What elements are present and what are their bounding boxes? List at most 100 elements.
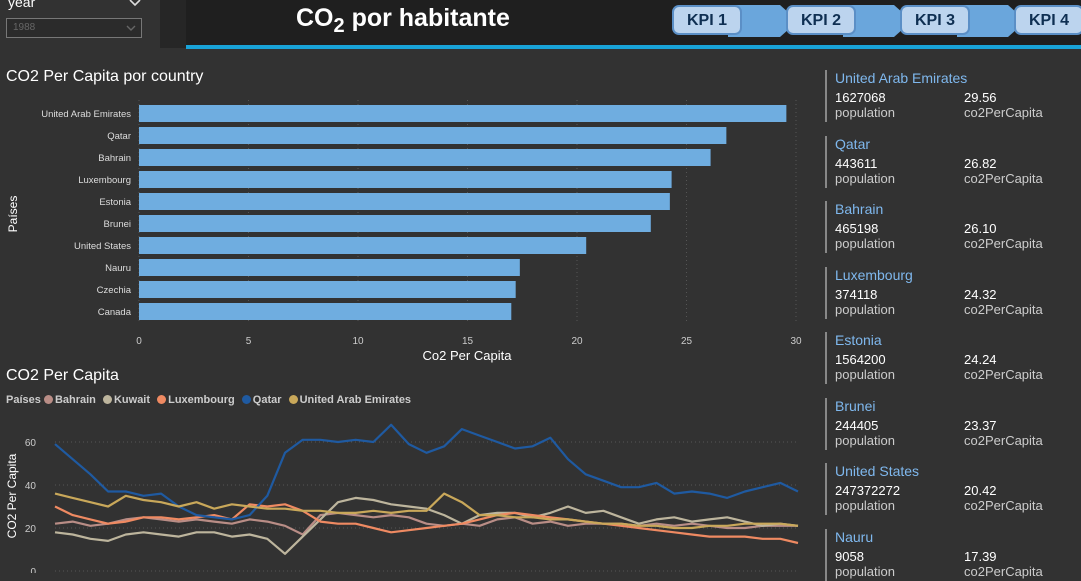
year-dropdown[interactable]: 1988	[6, 18, 142, 38]
bar	[139, 193, 670, 210]
card-co2-value: 24.24	[964, 352, 997, 367]
y-tick-label: 20	[25, 524, 37, 535]
header-divider	[160, 0, 186, 48]
legend-dot-icon	[241, 395, 251, 404]
card-co2-value: 17.39	[964, 548, 997, 564]
card-population-label: population	[835, 432, 895, 448]
y-tick-label: Luxembourg	[78, 175, 131, 186]
legend-item[interactable]: Qatar	[241, 394, 282, 406]
y-tick-label: 0	[30, 567, 36, 573]
line-chart-title: CO2 Per Capita	[6, 367, 119, 384]
x-tick-label: 10	[352, 336, 364, 347]
x-tick-label: 30	[790, 336, 802, 347]
bar	[139, 127, 727, 144]
card-population-label: population	[835, 367, 895, 382]
legend-dot-icon	[288, 395, 298, 404]
y-tick-label: Brunei	[104, 219, 131, 230]
y-tick-label: 60	[25, 438, 37, 449]
country-card[interactable]: United States 247372272 population 20.42 co2…	[825, 463, 1081, 515]
bar	[139, 237, 587, 254]
card-co2-value: 23.37	[964, 417, 997, 433]
card-country-name: Nauru	[835, 528, 874, 545]
x-tick-label: 5	[246, 336, 252, 347]
y-tick-label: Estonia	[99, 197, 131, 208]
kpi-2-button[interactable]: KPI 2	[786, 5, 856, 37]
card-population-value: 9058	[835, 548, 864, 564]
series-line	[54, 496, 799, 555]
kpi-3-button[interactable]: KPI 3	[900, 5, 970, 37]
bar-chart: 0 5 10 15 20 25 30 United Arab Emirates Qatar Bah…	[6, 100, 802, 363]
year-slicer[interactable]: year 1988	[0, 0, 158, 48]
card-co2-value: 26.10	[964, 221, 997, 236]
card-co2-label: co2PerCapita	[964, 105, 1043, 120]
chevron-down-icon[interactable]	[128, 0, 142, 9]
country-card-list: United Arab Emirates 1627068 population 29.…	[825, 70, 1081, 581]
year-dropdown-value: 1988	[13, 22, 36, 33]
card-co2-label: co2PerCapita	[964, 301, 1043, 317]
x-tick-label: 15	[462, 336, 474, 347]
card-population-value: 465198	[835, 221, 879, 236]
legend-items: Bahrain Kuwait Luxembourg Qatar United A…	[43, 394, 415, 406]
card-co2-label: co2PerCapita	[964, 498, 1043, 513]
y-axis-title: Países	[6, 196, 20, 233]
country-card[interactable]: Luxembourg 374118 population 24.32 co2PerCap…	[825, 266, 1081, 319]
card-co2-label: co2PerCapita	[964, 236, 1043, 251]
legend-label: United Arab Emirates	[299, 394, 412, 406]
card-co2-value: 24.32	[964, 286, 997, 302]
bar	[139, 259, 520, 276]
bar	[139, 215, 651, 232]
country-card[interactable]: United Arab Emirates 1627068 population 29.…	[825, 70, 1081, 122]
card-country-name: Estonia	[835, 332, 882, 348]
legend-item[interactable]: Kuwait	[102, 394, 151, 406]
card-co2-label: co2PerCapita	[964, 432, 1043, 448]
card-co2-label: co2PerCapita	[964, 367, 1043, 382]
y-tick-label: Nauru	[105, 263, 131, 274]
kpi-arrow-track	[728, 5, 1026, 37]
card-population-value: 374118	[835, 286, 878, 302]
card-population-label: population	[835, 301, 895, 317]
legend-item[interactable]: United Arab Emirates	[288, 394, 412, 406]
chevron-down-icon	[126, 25, 136, 31]
y-tick-label: 40	[25, 481, 37, 492]
card-population-label: population	[835, 563, 895, 579]
card-population-value: 247372272	[835, 483, 901, 498]
card-co2-label: co2PerCapita	[964, 563, 1043, 579]
y-tick-label: Bahrain	[98, 153, 131, 164]
country-card[interactable]: Brunei 244405 population 23.37 co2PerCapita	[825, 397, 1081, 450]
card-population-value: 443611	[835, 155, 878, 171]
legend-label: Kuwait	[113, 394, 151, 406]
legend-dot-icon	[43, 395, 53, 404]
legend-item[interactable]: Bahrain	[43, 394, 96, 406]
card-population-label: population	[835, 498, 895, 513]
country-card[interactable]: Estonia 1564200 population 24.24 co2PerCapit…	[825, 332, 1081, 384]
series-line	[54, 423, 799, 521]
series-line	[54, 503, 799, 545]
y-tick-label: United States	[74, 241, 131, 252]
slicer-label: year	[8, 0, 36, 10]
kpi-4-button[interactable]: KPI 4	[1014, 5, 1081, 37]
line-chart-legend: Países Bahrain Kuwait Luxembourg Qatar U…	[6, 394, 415, 406]
country-card[interactable]: Qatar 443611 population 26.82 co2PerCapita	[825, 135, 1081, 188]
x-axis-title: Co2 Per Capita	[423, 348, 513, 363]
y-tick-label: Qatar	[107, 131, 131, 142]
legend-item[interactable]: Luxembourg	[157, 394, 235, 406]
page-title: CO2 por habitante	[296, 4, 510, 37]
y-tick-label: Czechia	[97, 285, 132, 296]
bar-chart-title: CO2 Per Capita por country	[6, 68, 204, 85]
x-tick-label: 25	[681, 336, 693, 347]
country-card[interactable]: Bahrain 465198 population 26.10 co2PerCapita	[825, 201, 1081, 253]
legend-title: Países	[6, 394, 41, 406]
bar	[139, 149, 711, 166]
kpi-1-button[interactable]: KPI 1	[672, 5, 742, 37]
kpi-4-label: KPI 4	[1014, 5, 1081, 35]
card-co2-label: co2PerCapita	[964, 170, 1043, 186]
series-line	[54, 511, 798, 536]
card-population-label: population	[835, 170, 895, 186]
legend-label: Qatar	[252, 394, 282, 406]
legend-dot-icon	[102, 395, 112, 404]
card-population-value: 1627068	[835, 90, 886, 105]
card-population-value: 1564200	[835, 352, 886, 367]
line-chart: 0 20 40 60 CO2 Per Capita	[5, 423, 799, 573]
card-co2-value: 29.56	[964, 90, 997, 105]
bar	[139, 105, 787, 122]
